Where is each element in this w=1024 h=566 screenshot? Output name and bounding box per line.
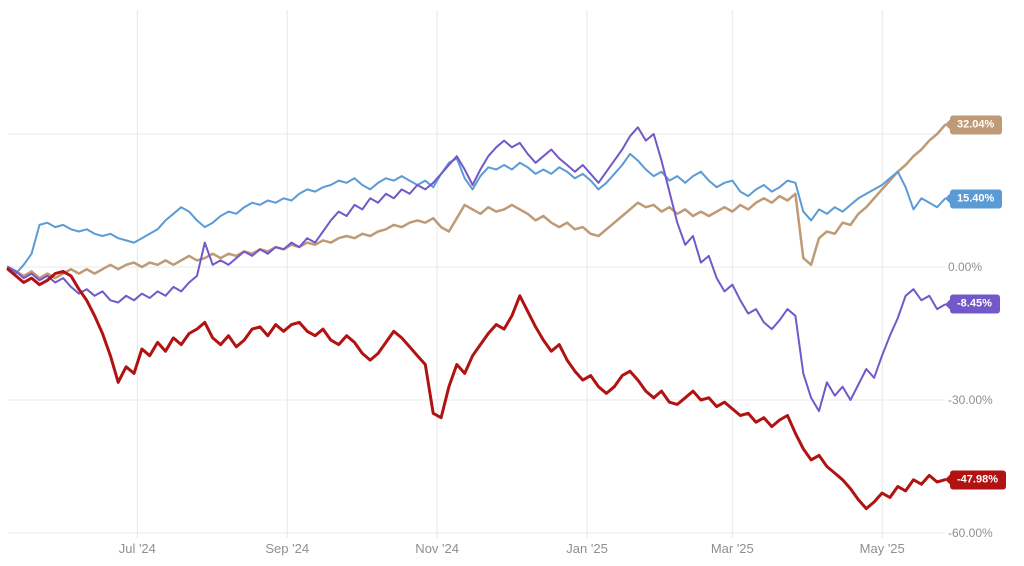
series-tan-line[interactable] (6, 123, 947, 280)
series-tan-end-label-badge: 32.04% (945, 115, 1003, 135)
series-red-line[interactable] (6, 267, 947, 511)
badge-arrow-icon (945, 298, 951, 311)
series-purple-end-label-badge: -8.45% (945, 294, 1000, 314)
series-blue-end-label-badge: 15.40% (945, 189, 1003, 209)
x-axis-tick-label: Sep '24 (265, 541, 310, 556)
y-axis-tick-label: 0.00% (948, 260, 983, 274)
badge-arrow-icon (945, 473, 951, 486)
x-axis-tick-label: Nov '24 (415, 541, 459, 556)
series-purple-line[interactable] (7, 126, 946, 413)
x-axis-tick-label: Jul '24 (118, 541, 156, 556)
x-axis-tick-label: Jan '25 (566, 541, 608, 556)
y-axis-tick-label: -30.00% (948, 393, 993, 407)
series-blue-line[interactable] (7, 152, 946, 275)
series-red-end-label-badge: -47.98% (945, 470, 1006, 490)
x-axis-tick-label: May '25 (859, 541, 905, 556)
x-axis-tick-label: Mar '25 (710, 541, 754, 556)
y-axis-tick-label: -60.00% (948, 526, 993, 540)
badge-arrow-icon (945, 192, 951, 205)
badge-arrow-icon (945, 118, 951, 131)
